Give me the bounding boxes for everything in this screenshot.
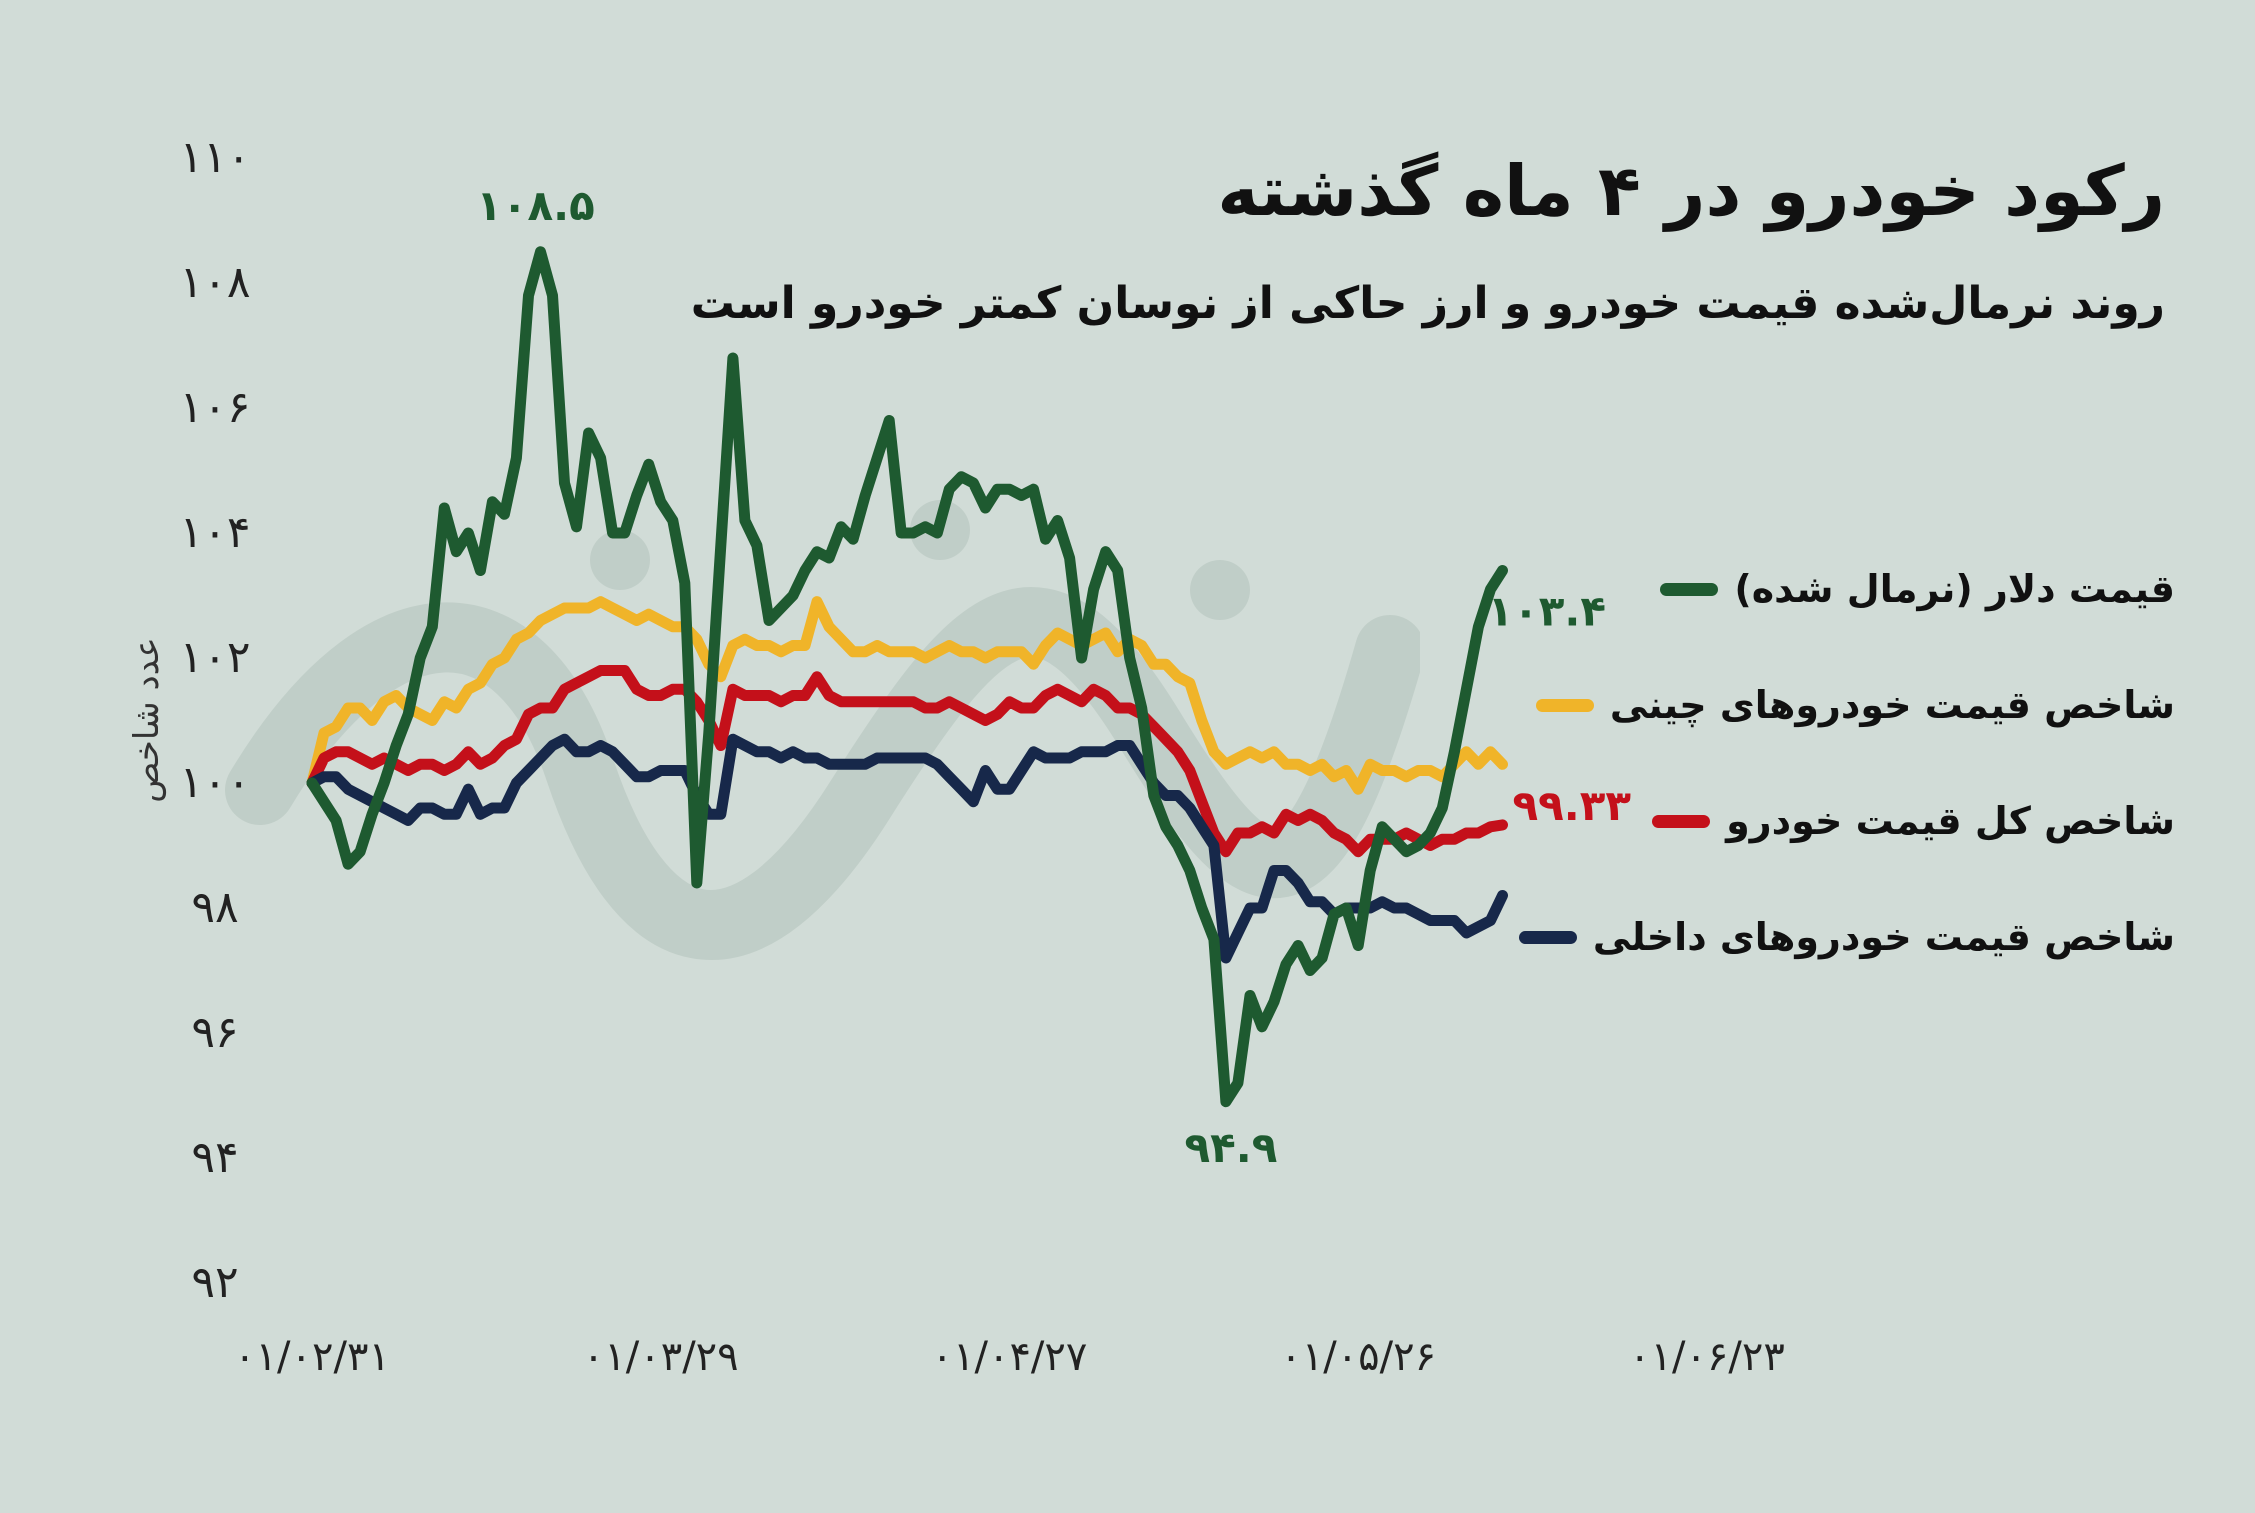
data-label: ۱۰۸.۵ (476, 181, 595, 230)
legend-label: شاخص کل قیمت خودرو (1726, 799, 2175, 843)
legend: قیمت دلار (نرمال شده) شاخص قیمت خودروهای… (1518, 560, 2175, 1024)
legend-label: شاخص قیمت خودروهای داخلی (1592, 915, 2175, 959)
data-label: ۹۴.۹ (1184, 1123, 1277, 1172)
legend-item-total-index: شاخص کل قیمت خودرو (1519, 792, 2175, 850)
page-title: رکود خودرو در ۴ ماه گذشته (1217, 150, 2165, 232)
series-line-domestic-cars (306, 733, 1508, 964)
y-tick-label: ۹۸ (191, 882, 238, 933)
legend-item-dollar: قیمت دلار (نرمال شده) (1519, 560, 2175, 618)
x-tick-label: ۰۱/۰۲/۳۱ (234, 1334, 390, 1380)
y-tick-label: ۹۶ (191, 1007, 238, 1058)
x-tick-label: ۰۱/۰۴/۲۷ (932, 1334, 1088, 1380)
y-axis-label: عدد شاخص (127, 637, 167, 803)
legend-swatch (1652, 814, 1711, 828)
y-tick-label: ۱۱۰ (180, 132, 251, 183)
y-tick-label: ۱۰۰ (180, 757, 251, 808)
legend-swatch (1518, 930, 1577, 944)
legend-item-domestic-cars: شاخص قیمت خودروهای داخلی (1518, 908, 2175, 966)
y-tick-label: ۱۰۲ (180, 632, 251, 683)
legend-item-chinese-cars: شاخص قیمت خودروهای چینی (1519, 676, 2175, 734)
data-label: ۹۹.۳۳ (1512, 781, 1631, 830)
series-layer (306, 246, 1508, 1108)
legend-swatch (1535, 698, 1594, 712)
series-line-dollar (306, 246, 1508, 1108)
y-tick-label: ۱۰۸ (180, 257, 251, 308)
legend-label: شاخص قیمت خودروهای چینی (1609, 683, 2175, 727)
y-tick-label: ۱۰۴ (180, 507, 251, 558)
legend-swatch (1660, 582, 1719, 596)
y-tick-label: ۹۲ (191, 1257, 238, 1308)
annotation-layer: ۱۰۸.۵ ۹۴.۹ ۱۰۳.۴ ۹۹.۳۳ (476, 181, 1631, 1172)
data-label: ۱۰۳.۴ (1487, 587, 1606, 636)
series-line-chinese-cars (306, 596, 1508, 795)
x-tick-label: ۰۱/۰۶/۲۳ (1629, 1334, 1785, 1380)
x-axis: ۰۱/۰۲/۳۱ ۰۱/۰۳/۲۹ ۰۱/۰۴/۲۷ ۰۱/۰۵/۲۶ ۰۱/۰۶/۲۳ (234, 1334, 1785, 1380)
page-subtitle: روند نرمال‌شده قیمت خودرو و ارز حاکی از … (690, 278, 2165, 329)
y-axis: ۱۱۰ ۱۰۸ ۱۰۶ ۱۰۴ ۱۰۲ ۱۰۰ ۹۸ ۹۶ ۹۴ ۹۲ (180, 132, 251, 1308)
x-tick-label: ۰۱/۰۵/۲۶ (1280, 1334, 1436, 1380)
y-tick-label: ۱۰۶ (180, 382, 251, 433)
y-tick-label: ۹۴ (191, 1132, 238, 1183)
legend-label: قیمت دلار (نرمال شده) (1734, 567, 2175, 611)
series-line-total-index (306, 665, 1508, 858)
x-tick-label: ۰۱/۰۳/۲۹ (583, 1334, 739, 1380)
